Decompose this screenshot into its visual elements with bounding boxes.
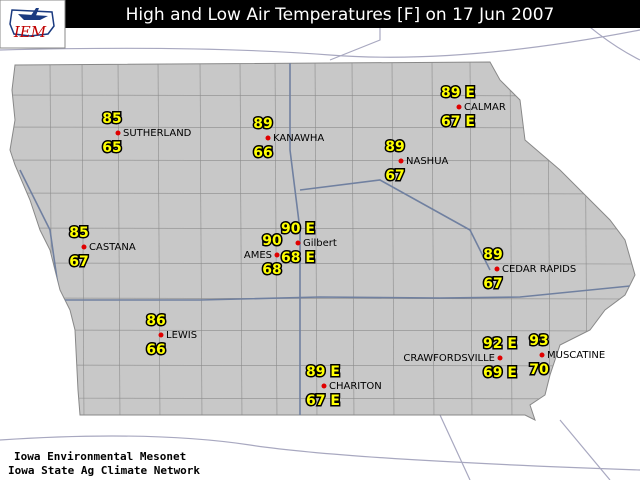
high-temp: 85	[69, 225, 88, 241]
county-line	[117, 62, 121, 420]
station-dot	[494, 266, 500, 272]
county-line	[10, 364, 635, 367]
county-line	[199, 62, 203, 420]
high-temp: 89 E	[306, 364, 340, 380]
station-dot	[497, 355, 503, 361]
county-line	[351, 62, 355, 420]
station-dot	[265, 135, 271, 141]
station-name: NASHUA	[406, 156, 449, 167]
station-name: CASTANA	[89, 242, 136, 253]
title: High and Low Air Temperatures [F] on 17 …	[126, 5, 555, 25]
county-line	[10, 227, 635, 230]
county-line	[391, 62, 395, 420]
county-line	[10, 329, 635, 332]
high-temp: 86	[146, 313, 165, 329]
high-temp: 89	[385, 139, 404, 155]
logo-text: IEM	[13, 23, 47, 41]
station-name: SUTHERLAND	[123, 128, 192, 139]
county-line	[469, 62, 473, 420]
station-name: LEWIS	[166, 330, 197, 341]
station-dot	[115, 130, 121, 136]
station-name: MUSCATINE	[547, 350, 605, 361]
station-name: CRAWFORDSVILLE	[403, 353, 495, 364]
station-dot	[398, 158, 404, 164]
footer-line: Iowa State Ag Climate Network	[8, 464, 200, 477]
station-dot	[274, 252, 280, 258]
station-name: CALMAR	[464, 102, 506, 113]
low-temp: 67	[483, 276, 502, 292]
station-dot	[158, 332, 164, 338]
county-line	[10, 297, 635, 300]
county-line	[509, 62, 513, 420]
high-temp: 93	[529, 333, 548, 349]
low-temp: 67	[69, 254, 88, 270]
high-temp: 85	[102, 111, 121, 127]
low-temp: 67 E	[306, 393, 340, 409]
county-line	[10, 397, 635, 400]
low-temp: 68	[262, 262, 281, 278]
county-line	[157, 62, 161, 420]
county-line	[10, 262, 635, 265]
station-dot	[539, 352, 545, 358]
county-line	[314, 62, 318, 420]
low-temp: 66	[146, 342, 165, 358]
station-dot	[295, 240, 301, 246]
high-temp: 90 E	[281, 221, 315, 237]
low-temp: 65	[102, 140, 121, 156]
station-name: KANAWHA	[273, 133, 324, 144]
county-line	[81, 62, 85, 420]
high-temp: 89 E	[441, 85, 475, 101]
low-temp: 67	[385, 168, 404, 184]
low-temp: 68 E	[281, 250, 315, 266]
title-bar	[65, 0, 640, 28]
high-temp: 90	[262, 233, 282, 249]
high-temp: 92 E	[483, 336, 517, 352]
station-name: Gilbert	[303, 238, 337, 249]
station-dot	[81, 244, 87, 250]
county-line	[10, 192, 635, 195]
station-name: AMES	[244, 250, 272, 261]
high-temp: 89	[483, 247, 502, 263]
county-line	[431, 62, 435, 420]
low-temp: 70	[529, 362, 549, 378]
low-temp: 69 E	[483, 365, 517, 381]
county-line	[274, 62, 278, 420]
logo: IEM	[0, 0, 66, 49]
low-temp: 67 E	[441, 114, 475, 130]
station-dot	[456, 104, 462, 110]
low-temp: 66	[253, 145, 272, 161]
county-line	[10, 159, 635, 162]
station-name: CHARITON	[329, 381, 382, 392]
station-dot	[321, 383, 327, 389]
footer-line: Iowa Environmental Mesonet	[14, 450, 186, 463]
station-name: CEDAR RAPIDS	[502, 264, 576, 275]
county-line	[239, 62, 243, 420]
high-temp: 89	[253, 116, 272, 132]
